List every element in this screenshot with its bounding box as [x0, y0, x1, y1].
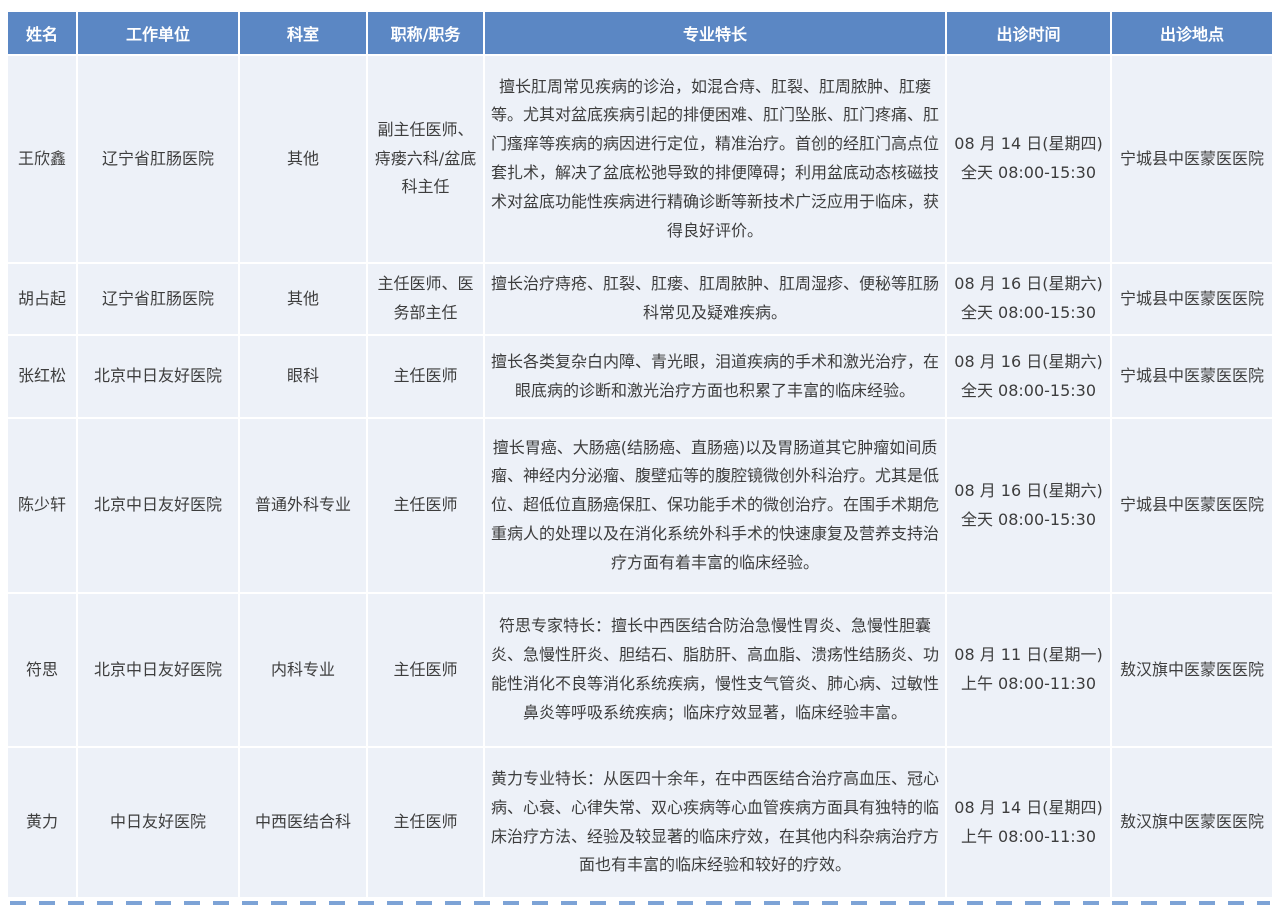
doctor-schedule-table: 姓名 工作单位 科室 职称/职务 专业特长 出诊时间 出诊地点 王欣鑫 辽宁省肛…	[6, 10, 1274, 899]
column-header-schedule: 出诊时间	[947, 12, 1110, 54]
title-cell: 主任医师、医务部主任	[368, 264, 483, 334]
schedule-cell: 08 月 14 日(星期四) 全天 08:00-15:30	[947, 56, 1110, 262]
table-row: 王欣鑫 辽宁省肛肠医院 其他 副主任医师、痔瘘六科/盆底科主任 擅长肛周常见疾病…	[8, 56, 1272, 262]
schedule-cell: 08 月 11 日(星期一) 上午 08:00-11:30	[947, 594, 1110, 746]
table-row: 符思 北京中日友好医院 内科专业 主任医师 符思专家特长：擅长中西医结合防治急慢…	[8, 594, 1272, 746]
header-row: 姓名 工作单位 科室 职称/职务 专业特长 出诊时间 出诊地点	[8, 12, 1272, 54]
column-header-title: 职称/职务	[368, 12, 483, 54]
schedule-time: 上午 08:00-11:30	[960, 674, 1097, 693]
location-cell: 宁城县中医蒙医医院	[1112, 264, 1272, 334]
doctor-name-cell: 王欣鑫	[8, 56, 76, 262]
table-row: 胡占起 辽宁省肛肠医院 其他 主任医师、医务部主任 擅长治疗痔疮、肛裂、肛瘘、肛…	[8, 264, 1272, 334]
department-cell: 眼科	[240, 336, 366, 417]
schedule-date: 08 月 14 日(星期四)	[954, 134, 1103, 154]
doctor-name-cell: 黄力	[8, 748, 76, 897]
department-cell: 其他	[240, 264, 366, 334]
table-bottom-border	[10, 901, 1270, 905]
title-cell: 主任医师	[368, 594, 483, 746]
column-header-location: 出诊地点	[1112, 12, 1272, 54]
hospital-cell: 辽宁省肛肠医院	[78, 56, 238, 262]
hospital-cell: 北京中日友好医院	[78, 594, 238, 746]
schedule-time: 上午 08:00-11:30	[960, 826, 1097, 846]
specialty-cell: 擅长胃癌、大肠癌(结肠癌、直肠癌)以及胃肠道其它肿瘤如间质瘤、神经内分泌瘤、腹壁…	[485, 419, 945, 592]
department-cell: 普通外科专业	[240, 419, 366, 592]
specialty-cell: 黄力专业特长：从医四十余年，在中西医结合治疗高血压、冠心病、心衰、心律失常、双心…	[485, 748, 945, 897]
title-cell: 主任医师	[368, 419, 483, 592]
hospital-cell: 北京中日友好医院	[78, 419, 238, 592]
schedule-time: 全天 08:00-15:30	[960, 163, 1097, 182]
specialty-cell: 擅长肛周常见疾病的诊治，如混合痔、肛裂、肛周脓肿、肛瘘等。尤其对盆底疾病引起的排…	[485, 56, 945, 262]
doctor-name-cell: 陈少轩	[8, 419, 76, 592]
specialty-cell: 擅长治疗痔疮、肛裂、肛瘘、肛周脓肿、肛周湿疹、便秘等肛肠科常见及疑难疾病。	[485, 264, 945, 334]
schedule-time: 全天 08:00-15:30	[960, 380, 1097, 400]
location-cell: 宁城县中医蒙医医院	[1112, 56, 1272, 262]
column-header-name: 姓名	[8, 12, 76, 54]
hospital-cell: 中日友好医院	[78, 748, 238, 897]
schedule-time: 全天 08:00-15:30	[960, 303, 1097, 322]
doctor-name-cell: 张红松	[8, 336, 76, 417]
schedule-date: 08 月 16 日(星期六)	[954, 351, 1103, 371]
doctor-name-cell: 胡占起	[8, 264, 76, 334]
table-row: 陈少轩 北京中日友好医院 普通外科专业 主任医师 擅长胃癌、大肠癌(结肠癌、直肠…	[8, 419, 1272, 592]
doctor-name-cell: 符思	[8, 594, 76, 746]
location-cell: 敖汉旗中医蒙医医院	[1112, 748, 1272, 897]
department-cell: 中西医结合科	[240, 748, 366, 897]
location-cell: 宁城县中医蒙医医院	[1112, 336, 1272, 417]
location-cell: 宁城县中医蒙医医院	[1112, 419, 1272, 592]
column-header-hospital: 工作单位	[78, 12, 238, 54]
schedule-date: 08 月 11 日(星期一)	[954, 645, 1103, 665]
title-cell: 副主任医师、痔瘘六科/盆底科主任	[368, 56, 483, 262]
hospital-cell: 北京中日友好医院	[78, 336, 238, 417]
specialty-cell: 符思专家特长：擅长中西医结合防治急慢性胃炎、急慢性胆囊炎、急慢性肝炎、胆结石、脂…	[485, 594, 945, 746]
schedule-cell: 08 月 16 日(星期六) 全天 08:00-15:30	[947, 419, 1110, 592]
column-header-specialty: 专业特长	[485, 12, 945, 54]
schedule-date: 08 月 14 日(星期四)	[954, 797, 1103, 817]
schedule-time: 全天 08:00-15:30	[960, 509, 1097, 529]
schedule-date: 08 月 16 日(星期六)	[954, 274, 1103, 294]
schedule-date: 08 月 16 日(星期六)	[954, 480, 1103, 500]
table-row: 张红松 北京中日友好医院 眼科 主任医师 擅长各类复杂白内障、青光眼，泪道疾病的…	[8, 336, 1272, 417]
schedule-cell: 08 月 16 日(星期六) 全天 08:00-15:30	[947, 264, 1110, 334]
table-row: 黄力 中日友好医院 中西医结合科 主任医师 黄力专业特长：从医四十余年，在中西医…	[8, 748, 1272, 897]
department-cell: 内科专业	[240, 594, 366, 746]
specialty-cell: 擅长各类复杂白内障、青光眼，泪道疾病的手术和激光治疗，在眼底病的诊断和激光治疗方…	[485, 336, 945, 417]
schedule-cell: 08 月 14 日(星期四) 上午 08:00-11:30	[947, 748, 1110, 897]
title-cell: 主任医师	[368, 748, 483, 897]
hospital-cell: 辽宁省肛肠医院	[78, 264, 238, 334]
department-cell: 其他	[240, 56, 366, 262]
schedule-cell: 08 月 16 日(星期六) 全天 08:00-15:30	[947, 336, 1110, 417]
location-cell: 敖汉旗中医蒙医医院	[1112, 594, 1272, 746]
column-header-department: 科室	[240, 12, 366, 54]
title-cell: 主任医师	[368, 336, 483, 417]
